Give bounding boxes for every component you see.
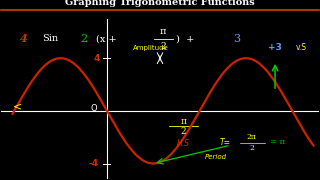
Text: (x +: (x + — [96, 34, 117, 43]
Text: +3: +3 — [268, 43, 282, 52]
Text: 2π: 2π — [247, 133, 256, 141]
Text: 2: 2 — [249, 144, 254, 152]
Text: 4: 4 — [93, 54, 100, 63]
Text: π: π — [180, 117, 187, 126]
Text: = π: = π — [270, 138, 285, 147]
Text: T=: T= — [220, 138, 230, 147]
Text: v.S: v.S — [296, 43, 307, 52]
Text: )  +: ) + — [176, 34, 194, 43]
Text: 4: 4 — [20, 33, 28, 44]
Text: Graphing Trigonometric Functions: Graphing Trigonometric Functions — [65, 0, 255, 7]
Text: -4: -4 — [89, 159, 99, 168]
Text: 2: 2 — [181, 127, 187, 136]
Text: 2: 2 — [160, 42, 166, 51]
Text: Sin: Sin — [42, 34, 58, 43]
Text: π: π — [160, 27, 166, 36]
Text: H.S: H.S — [177, 139, 190, 148]
Text: <: < — [12, 102, 22, 112]
Text: Period: Period — [205, 154, 227, 160]
Text: O: O — [91, 104, 97, 113]
Text: 2: 2 — [80, 34, 87, 44]
Text: Amplitude: Amplitude — [133, 45, 169, 51]
Text: 3: 3 — [233, 34, 240, 44]
